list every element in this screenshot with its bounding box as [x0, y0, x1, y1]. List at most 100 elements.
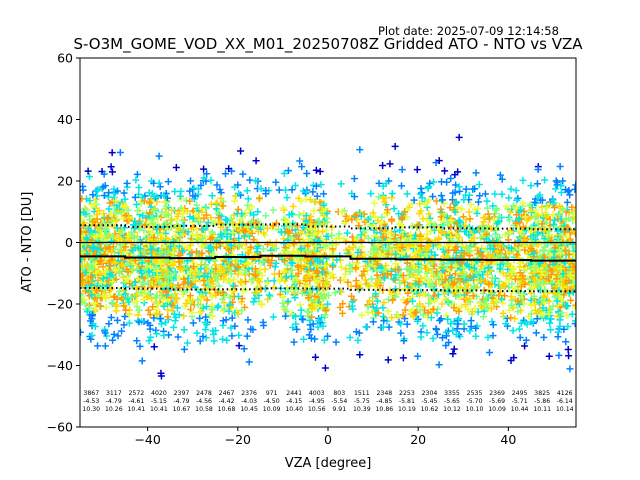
data-point [110, 185, 118, 193]
data-point [355, 329, 363, 337]
data-point [122, 203, 130, 211]
data-point [148, 295, 156, 303]
data-point [245, 358, 253, 366]
data-point [102, 269, 110, 277]
data-point [312, 166, 320, 174]
data-point [169, 302, 177, 310]
data-point [243, 332, 251, 340]
data-point [309, 320, 317, 328]
data-point [175, 274, 183, 282]
bin-stat-label: 10.58 [195, 406, 213, 413]
data-point [153, 291, 161, 299]
data-point [260, 229, 268, 237]
bin-stat-label: -5.81 [399, 398, 415, 405]
bin-stat-label: 2348 [376, 390, 392, 397]
scatter-points [80, 133, 576, 380]
data-point [145, 268, 153, 276]
data-point [449, 350, 457, 358]
data-point [109, 232, 117, 240]
data-point [82, 283, 90, 291]
data-point [365, 297, 373, 305]
bin-stat-label: 10.30 [82, 406, 100, 413]
bin-stat-label: 4126 [557, 390, 573, 397]
plot-area: 3867-4.5310.303117-4.7910.262572-4.6110.… [79, 57, 577, 428]
data-point [474, 198, 482, 206]
data-point [258, 272, 266, 280]
data-point [93, 287, 101, 295]
data-point [244, 249, 252, 257]
data-point [289, 202, 297, 210]
data-point [563, 198, 571, 206]
data-point [417, 333, 425, 341]
data-point [126, 280, 134, 288]
data-point [207, 176, 215, 184]
bin-stat-label: 4020 [151, 390, 167, 397]
data-point [552, 177, 560, 185]
data-point [80, 298, 86, 306]
data-point [199, 226, 207, 234]
data-point [539, 247, 547, 255]
data-point [139, 212, 147, 220]
data-point [88, 331, 96, 339]
data-point [436, 316, 444, 324]
data-point [505, 194, 513, 202]
data-point [442, 311, 450, 319]
data-point [138, 259, 146, 267]
data-point [234, 206, 242, 214]
data-point [148, 215, 156, 223]
data-point [158, 279, 166, 287]
data-point [259, 245, 267, 253]
data-point [156, 183, 164, 191]
data-point [346, 334, 354, 342]
data-point [379, 304, 387, 312]
data-point [247, 217, 255, 225]
data-point [282, 312, 290, 320]
data-point [157, 260, 165, 268]
data-point [291, 313, 299, 321]
data-point [356, 351, 364, 359]
data-point [320, 190, 328, 198]
data-point [200, 293, 208, 301]
data-point [174, 333, 182, 341]
data-point [323, 274, 331, 282]
data-point [261, 265, 269, 273]
data-point [369, 318, 377, 326]
data-point [150, 343, 158, 351]
data-point [124, 261, 132, 269]
data-point [152, 263, 160, 271]
data-point [303, 230, 311, 238]
data-point [511, 315, 519, 323]
data-point [85, 304, 93, 312]
data-point [175, 242, 183, 250]
data-point [354, 248, 362, 256]
bin-stat-label: -4.61 [128, 398, 144, 405]
data-point [116, 149, 124, 157]
data-point [235, 331, 243, 339]
data-point [295, 211, 303, 219]
data-point [189, 215, 197, 223]
data-point [335, 230, 343, 238]
data-point [238, 306, 246, 314]
data-point [267, 251, 275, 259]
data-point [282, 217, 290, 225]
data-point [366, 221, 374, 229]
data-point [175, 258, 183, 266]
data-point [154, 229, 162, 237]
data-point [462, 185, 470, 193]
data-point [337, 288, 345, 296]
data-point [124, 233, 132, 241]
data-point [380, 299, 388, 307]
data-point [240, 232, 248, 240]
data-point [149, 303, 157, 311]
data-point [275, 186, 283, 194]
data-point [162, 273, 170, 281]
data-point [348, 216, 356, 224]
data-point [546, 319, 554, 327]
data-point [449, 326, 457, 334]
data-point [198, 242, 206, 250]
bin-stat-label: 2467 [219, 390, 235, 397]
data-point [391, 142, 399, 150]
data-point [105, 205, 113, 213]
data-point [293, 257, 301, 265]
data-point [102, 294, 110, 302]
